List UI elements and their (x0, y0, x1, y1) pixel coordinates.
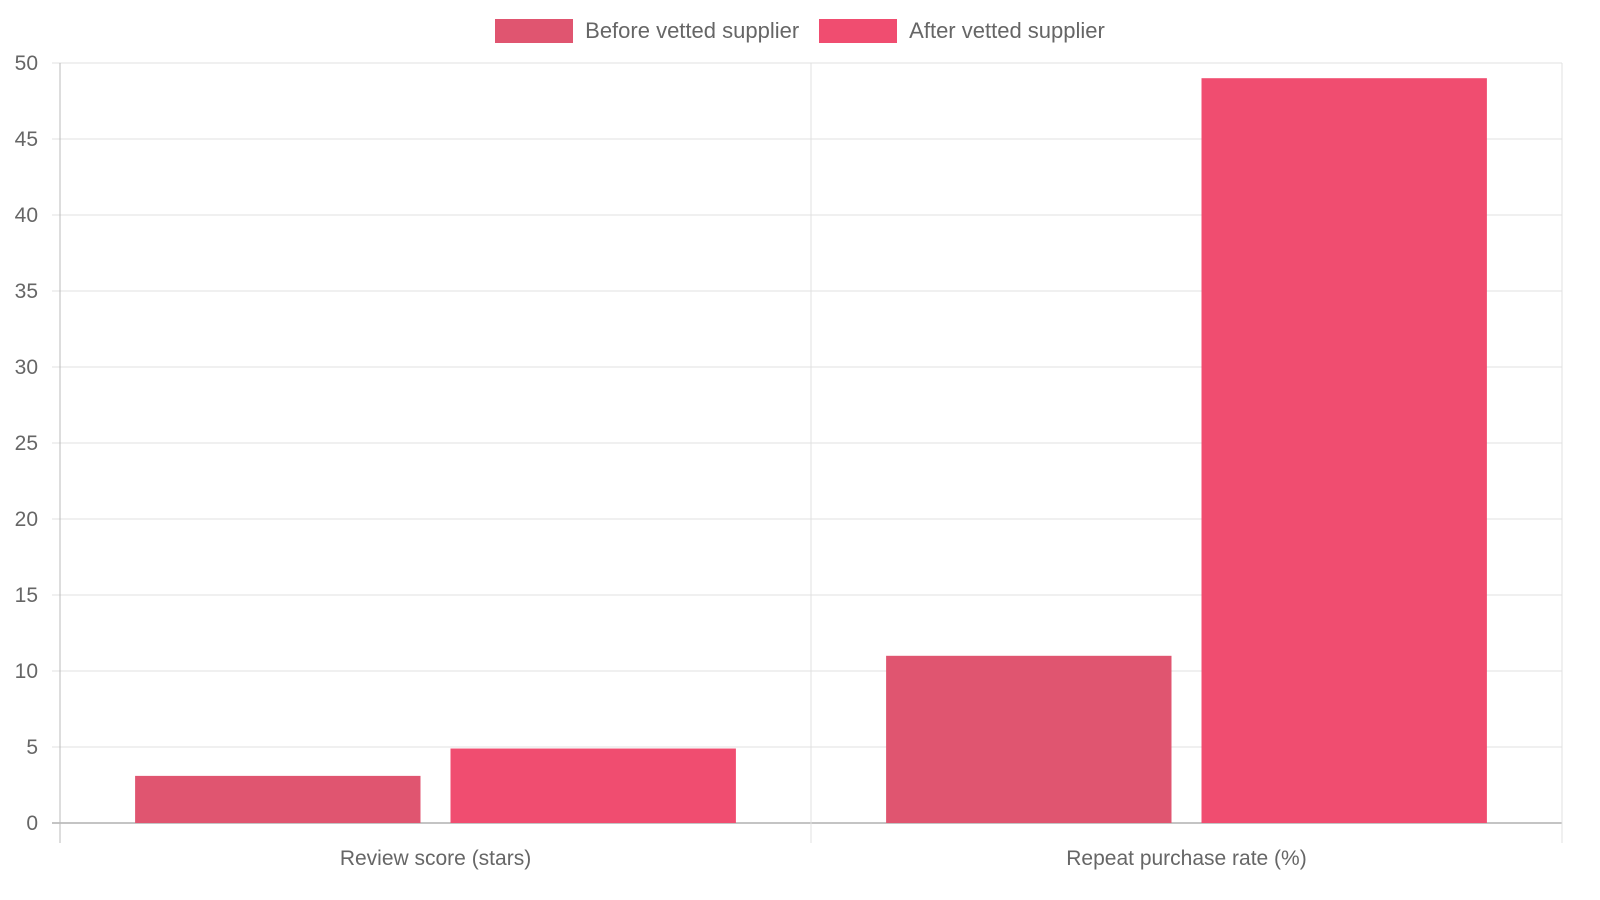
y-tick-label: 25 (15, 432, 38, 455)
x-category-label: Review score (stars) (340, 847, 531, 870)
legend-item-after[interactable]: After vetted supplier (819, 18, 1105, 44)
y-tick-label: 35 (15, 280, 38, 303)
y-tick-label: 10 (15, 660, 38, 683)
bar-before-1[interactable] (886, 655, 1172, 823)
y-tick-label: 30 (15, 356, 38, 379)
legend-item-before[interactable]: Before vetted supplier (495, 18, 799, 44)
chart-legend: Before vetted supplier After vetted supp… (0, 18, 1600, 44)
legend-label-after: After vetted supplier (909, 18, 1105, 43)
y-tick-label: 15 (15, 584, 38, 607)
bar-after-0[interactable] (450, 748, 736, 823)
y-tick-label: 45 (15, 128, 38, 151)
y-tick-label: 20 (15, 508, 38, 531)
y-tick-label: 50 (15, 52, 38, 75)
bar-after-1[interactable] (1201, 78, 1487, 823)
y-tick-label: 0 (26, 812, 38, 835)
legend-swatch-before (495, 19, 574, 43)
legend-label-before: Before vetted supplier (585, 18, 800, 43)
y-tick-label: 5 (26, 736, 38, 759)
legend-swatch-after (819, 19, 898, 43)
bar-before-0[interactable] (135, 775, 421, 823)
x-category-label: Repeat purchase rate (%) (1066, 847, 1306, 870)
y-tick-label: 40 (15, 204, 38, 227)
